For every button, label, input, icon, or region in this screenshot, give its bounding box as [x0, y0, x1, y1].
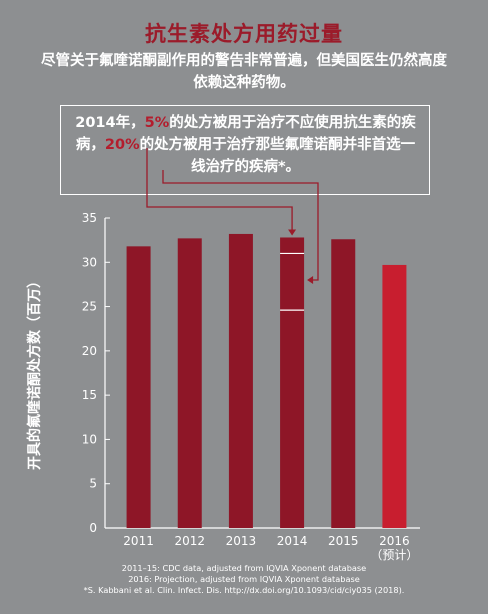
bar-2013: [228, 233, 253, 528]
annotation-text-part2: 的处方被用于治疗不应使用抗生素的疾病，: [75, 115, 416, 153]
annotation-text: 2014年，5%的处方被用于治疗不应使用抗生素的疾病，20%的处方被用于治疗那些…: [73, 112, 418, 178]
chart-title: 抗生素处方用药过量: [145, 22, 343, 46]
x-tick-note-2016: （预计）: [370, 548, 418, 562]
source-line-2: 2016: Projection, adjusted from IQVIA Xp…: [128, 574, 360, 584]
y-tick-label-25: 25: [82, 300, 97, 314]
y-tick-label-5: 5: [89, 477, 97, 491]
chart-subtitle: 尽管关于氟喹诺酮副作用的警告非常普遍，但美国医生仍然高度依赖这种药物。: [41, 53, 447, 91]
bar-2016: [382, 264, 407, 528]
source-line-3: *S. Kabbani et al. Clin. Infect. Dis. ht…: [83, 585, 405, 595]
x-tick-label-2012: 2012: [174, 534, 205, 548]
x-tick-label-2013: 2013: [226, 534, 257, 548]
x-tick-label-2011: 2011: [123, 534, 154, 548]
y-tick-label-20: 20: [82, 344, 97, 358]
annotation-text-part3: 的处方被用于治疗那些氟喹诺酮并非首选一线治疗的疾病*。: [139, 137, 416, 175]
bar-2014: [280, 237, 305, 528]
y-tick-label-30: 30: [82, 255, 97, 269]
y-tick-label-0: 0: [89, 521, 97, 535]
sources-footnote: 2011–15: CDC data, adjusted from IQVIA X…: [0, 563, 488, 596]
y-tick-label-35: 35: [82, 211, 97, 225]
y-tick-label-10: 10: [82, 432, 97, 446]
bar-2015: [331, 239, 356, 528]
annotation-pct-20: 20%: [104, 137, 140, 153]
x-tick-label-2016: 2016: [379, 534, 410, 548]
annotation-pct-5: 5%: [144, 115, 170, 131]
connector-5pct: [146, 148, 293, 235]
annotation-text-part1: 2014年，: [75, 115, 145, 131]
x-tick-label-2014: 2014: [277, 534, 308, 548]
y-tick-label-15: 15: [82, 388, 97, 402]
bar-2012: [177, 238, 202, 528]
connector-5pct-arrowhead: [288, 229, 297, 236]
bar-2011: [126, 246, 151, 529]
source-line-1: 2011–15: CDC data, adjusted from IQVIA X…: [121, 563, 367, 573]
connector-20pct-arrowhead: [307, 276, 314, 284]
connector-20pct: [162, 170, 319, 281]
x-tick-label-2015: 2015: [328, 534, 359, 548]
annotation-box: [60, 105, 430, 195]
